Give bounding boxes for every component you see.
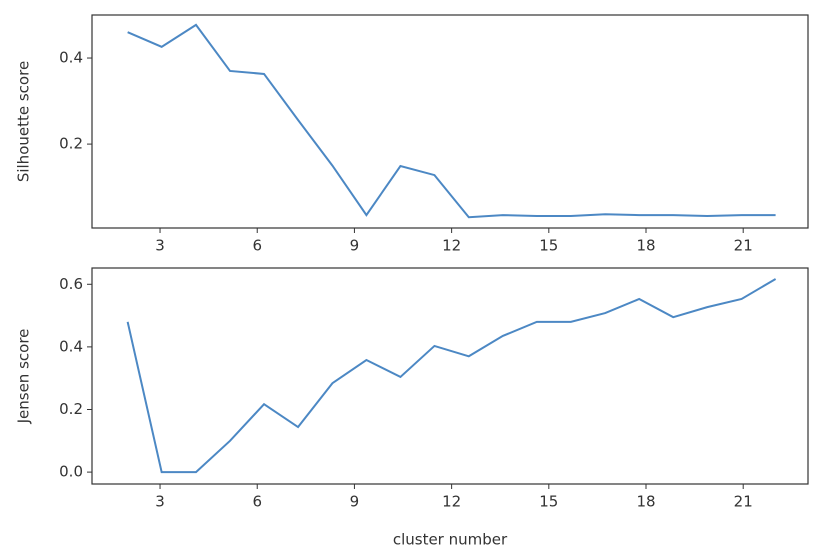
- x-tick-label: 9: [350, 493, 360, 511]
- y-axis-label: Silhouette score: [15, 61, 33, 182]
- plot-frame: [91, 267, 809, 485]
- data-line: [126, 278, 777, 474]
- plot-frame: [91, 14, 809, 229]
- x-tick-label: 12: [442, 237, 461, 255]
- x-tick-label: 15: [539, 237, 558, 255]
- x-tick-label: 21: [734, 493, 753, 511]
- x-tick-label: 21: [734, 237, 753, 255]
- y-tick-label: 0.4: [59, 337, 83, 355]
- data-line: [127, 23, 776, 219]
- x-tick-label: 6: [252, 237, 262, 255]
- x-tick-label: 3: [155, 493, 165, 511]
- y-tick-label: 0.2: [59, 135, 83, 153]
- y-axis-label: Jensen score: [15, 329, 33, 425]
- x-tick-label: 6: [252, 493, 262, 511]
- x-tick-label: 3: [155, 237, 165, 255]
- x-axis-label: cluster number: [393, 531, 508, 549]
- y-tick-label: 0.2: [59, 400, 83, 418]
- y-tick-label: 0.6: [59, 275, 83, 293]
- y-tick-label: 0.0: [59, 463, 83, 481]
- y-tick-label: 0.4: [59, 49, 83, 67]
- x-tick-label: 15: [539, 493, 558, 511]
- x-tick-label: 18: [636, 493, 655, 511]
- x-tick-label: 12: [442, 493, 461, 511]
- x-tick-label: 9: [350, 237, 360, 255]
- x-tick-label: 18: [636, 237, 655, 255]
